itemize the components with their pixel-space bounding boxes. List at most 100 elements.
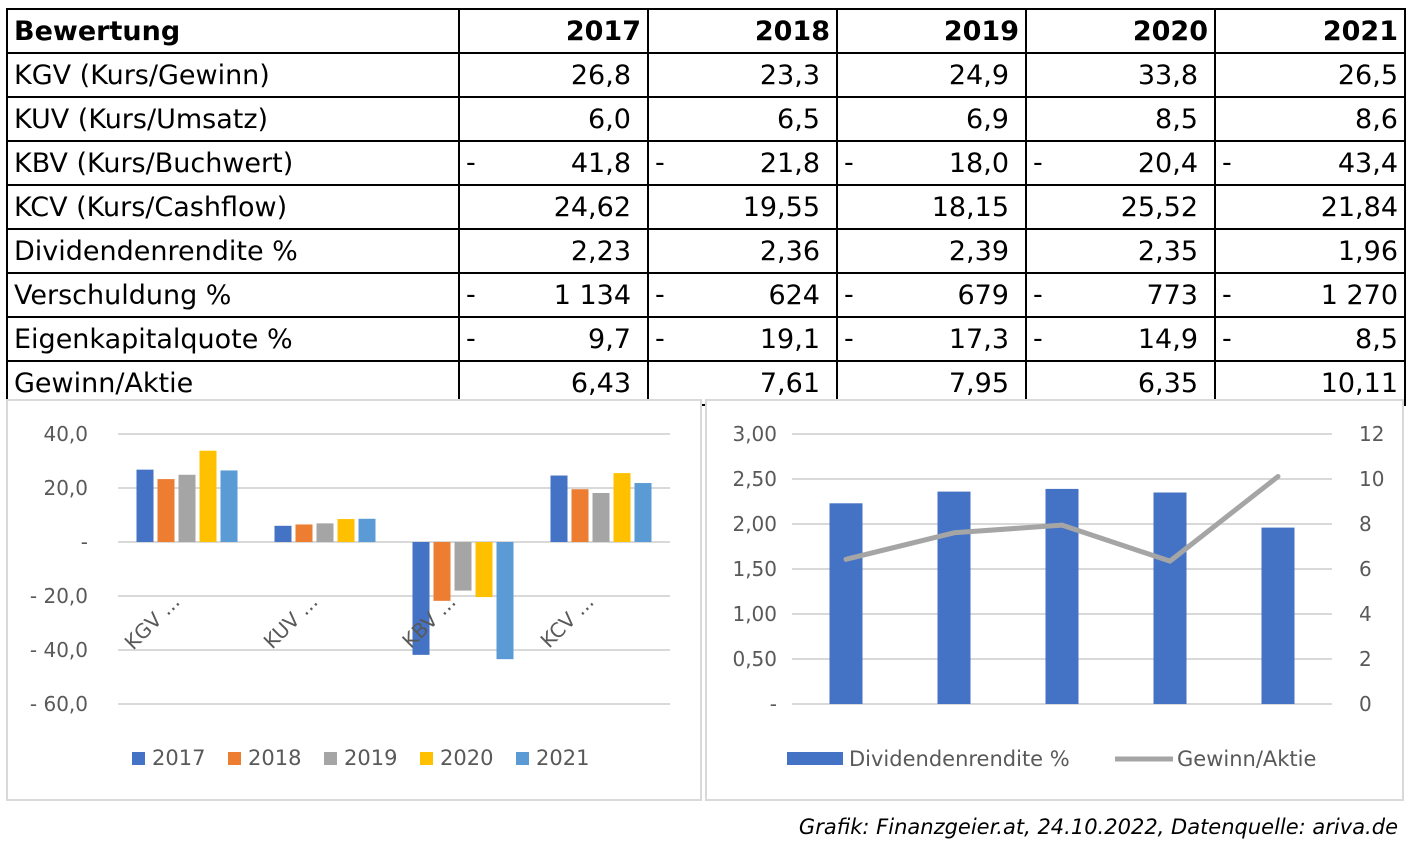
table-cell: - 9,7 bbox=[458, 316, 649, 362]
negative-sign: - bbox=[844, 147, 854, 179]
bar-2017 bbox=[136, 469, 154, 542]
legend-label: 2017 bbox=[152, 746, 205, 770]
cell-value: 2,36 bbox=[759, 235, 820, 267]
bar-2020 bbox=[475, 542, 493, 598]
cell-value: 6,5 bbox=[777, 103, 820, 135]
table-cell: - 19,1 bbox=[647, 316, 838, 362]
negative-sign: - bbox=[1222, 279, 1232, 311]
cell-value: 1 270 bbox=[1320, 279, 1398, 311]
cell-value: 1,96 bbox=[1337, 235, 1398, 267]
bar-2021 bbox=[220, 470, 238, 542]
negative-sign: - bbox=[655, 279, 665, 311]
table-cell: 26,8 bbox=[458, 52, 649, 98]
cell-value: 8,6 bbox=[1355, 103, 1398, 135]
y2-tick-label: 4 bbox=[1359, 602, 1372, 626]
table-cell: - 21,8 bbox=[647, 140, 838, 186]
table-cell: - 41,8 bbox=[458, 140, 649, 186]
cell-value: 2,39 bbox=[948, 235, 1009, 267]
cell-value: 20,4 bbox=[1137, 147, 1198, 179]
bar-chart-svg: 40,0 20,0 - - 20,0 - 40,0 - 60,0 KGV ... KUV ..… bbox=[30, 422, 670, 770]
cell-value: 624 bbox=[768, 279, 820, 311]
bar-2017 bbox=[550, 475, 568, 542]
table-cell: 7,61 bbox=[647, 360, 838, 406]
cell-value: 33,8 bbox=[1137, 59, 1198, 91]
bar-dividendenrendite bbox=[1153, 492, 1187, 704]
table-cell: 33,8 bbox=[1025, 52, 1216, 98]
bar-2017 bbox=[274, 525, 292, 542]
bar-2019 bbox=[592, 492, 610, 542]
cell-value: 19,55 bbox=[742, 191, 820, 223]
bar-2017 bbox=[412, 542, 430, 655]
cell-value: 679 bbox=[957, 279, 1009, 311]
legend-label: Gewinn/Aktie bbox=[1177, 747, 1316, 771]
table-cell: 2,39 bbox=[836, 228, 1027, 274]
table-row: KCV (Kurs/Cashflow) 24,62 19,55 18,15 25,52 2… bbox=[6, 184, 1406, 230]
y-tick-label: 1,50 bbox=[732, 557, 777, 581]
bar-2020 bbox=[337, 519, 355, 542]
cell-value: 2,35 bbox=[1137, 235, 1198, 267]
table-cell: - 624 bbox=[647, 272, 838, 318]
legend-swatch bbox=[516, 752, 529, 765]
legend-swatch bbox=[787, 752, 843, 765]
cell-value: 18,0 bbox=[948, 147, 1009, 179]
row-label: Gewinn/Aktie bbox=[6, 360, 460, 406]
legend-label: 2021 bbox=[536, 746, 589, 770]
row-label: Eigenkapitalquote % bbox=[6, 316, 460, 362]
row-label: KUV (Kurs/Umsatz) bbox=[6, 96, 460, 142]
y-tick-label: 40,0 bbox=[43, 422, 88, 446]
line-gewinn-aktie bbox=[843, 474, 1281, 564]
table-cell: - 773 bbox=[1025, 272, 1216, 318]
y-tick-label: 0,50 bbox=[732, 647, 777, 671]
table-header-row: Bewertung 2017 2018 2019 2020 2021 bbox=[6, 8, 1406, 54]
bar-dividendenrendite bbox=[937, 491, 971, 704]
table-cell: 19,55 bbox=[647, 184, 838, 230]
bar-dividendenrendite bbox=[829, 503, 863, 704]
bar-2021 bbox=[634, 483, 652, 542]
cell-value: 6,9 bbox=[966, 103, 1009, 135]
y-tick-label: - 60,0 bbox=[30, 692, 88, 716]
table-cell: 25,52 bbox=[1025, 184, 1216, 230]
table-cell: - 20,4 bbox=[1025, 140, 1216, 186]
y-tick-label: 2,50 bbox=[732, 467, 777, 491]
cell-value: 8,5 bbox=[1155, 103, 1198, 135]
header-label: Bewertung bbox=[6, 8, 460, 54]
table-cell: 18,15 bbox=[836, 184, 1027, 230]
table-row: KGV (Kurs/Gewinn) 26,8 23,3 24,9 33,8 26,5 bbox=[6, 52, 1406, 98]
table-row: KUV (Kurs/Umsatz) 6,0 6,5 6,9 8,5 8,6 bbox=[6, 96, 1406, 142]
table-cell: 2,23 bbox=[458, 228, 649, 274]
legend-swatch bbox=[228, 752, 241, 765]
bar-2019 bbox=[178, 474, 196, 542]
negative-sign: - bbox=[1033, 279, 1043, 311]
bar-2019 bbox=[316, 523, 334, 542]
legend-label: 2019 bbox=[344, 746, 397, 770]
table-cell: 8,6 bbox=[1214, 96, 1406, 142]
negative-sign: - bbox=[466, 323, 476, 355]
dividend-eps-combo-chart: 3,00 2,50 2,00 1,50 1,00 0,50 - 12 10 8 6 4 2 0 Divide… bbox=[705, 399, 1404, 801]
cell-value: 24,62 bbox=[553, 191, 631, 223]
table-cell: 10,11 bbox=[1214, 360, 1406, 406]
table-cell: 24,62 bbox=[458, 184, 649, 230]
cell-value: 7,95 bbox=[948, 367, 1009, 399]
cell-value: 773 bbox=[1146, 279, 1198, 311]
table-cell: 23,3 bbox=[647, 52, 838, 98]
negative-sign: - bbox=[1222, 323, 1232, 355]
negative-sign: - bbox=[844, 323, 854, 355]
legend-label: Dividendenrendite % bbox=[849, 747, 1070, 771]
cell-value: 8,5 bbox=[1355, 323, 1398, 355]
cell-value: 6,43 bbox=[570, 367, 631, 399]
y2-tick-label: 6 bbox=[1359, 557, 1372, 581]
cell-value: 1 134 bbox=[553, 279, 631, 311]
y-tick-label: - bbox=[81, 530, 88, 554]
table-cell: - 8,5 bbox=[1214, 316, 1406, 362]
table-cell: 6,9 bbox=[836, 96, 1027, 142]
category-label: KCV ... bbox=[536, 590, 599, 653]
negative-sign: - bbox=[1033, 147, 1043, 179]
y-tick-label: 2,00 bbox=[732, 512, 777, 536]
category-label: KGV ... bbox=[120, 590, 185, 655]
row-label: KGV (Kurs/Gewinn) bbox=[6, 52, 460, 98]
source-caption: Grafik: Finanzgeier.at, 24.10.2022, Date… bbox=[798, 815, 1398, 839]
valuation-bar-chart: 40,0 20,0 - - 20,0 - 40,0 - 60,0 KGV ... KUV ..… bbox=[6, 399, 702, 801]
cell-value: 9,7 bbox=[588, 323, 631, 355]
row-label: Verschuldung % bbox=[6, 272, 460, 318]
y-tick-label: 20,0 bbox=[43, 476, 88, 500]
